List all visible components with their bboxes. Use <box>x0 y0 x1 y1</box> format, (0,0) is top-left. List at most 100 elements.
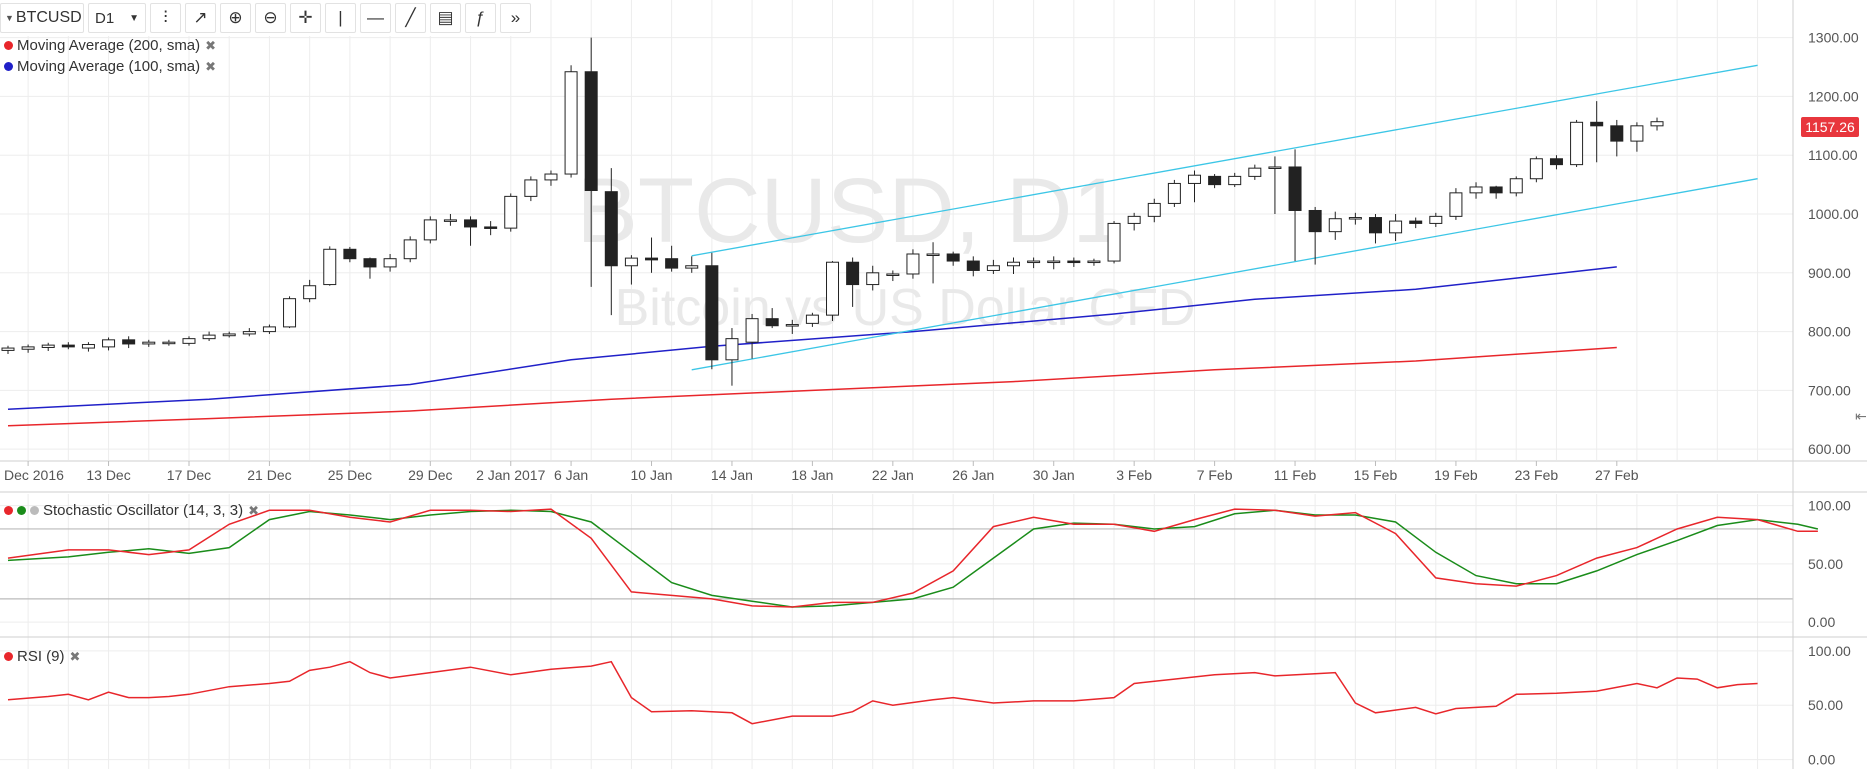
candle-body-up <box>1429 215 1443 224</box>
candle-body-up <box>564 71 578 175</box>
candle-body-down <box>484 226 498 229</box>
candle <box>765 308 779 329</box>
candle <box>363 257 377 279</box>
trend-line-icon[interactable]: ╱ <box>395 3 426 33</box>
candle-body-up <box>423 219 437 241</box>
candle-body-down <box>946 253 960 262</box>
rsi-close-icon[interactable]: ✖ <box>69 648 81 664</box>
legend-stochastic[interactable]: Stochastic Oscillator (14, 3, 3) ✖ <box>4 502 259 519</box>
candle-body-down <box>1368 217 1382 234</box>
candle <box>745 313 759 359</box>
vertical-line-icon[interactable]: | <box>325 3 356 33</box>
legend-ma100[interactable]: Moving Average (100, sma) ✖ <box>4 58 216 75</box>
more-tools-icon[interactable]: » <box>500 3 531 33</box>
candle-body-up <box>745 318 759 343</box>
legend-rsi[interactable]: RSI (9) ✖ <box>4 648 80 665</box>
ma200-color-dot <box>4 41 13 50</box>
bar-style-icon[interactable]: ⫶ <box>150 3 181 33</box>
ma200-close-icon[interactable]: ✖ <box>205 37 217 53</box>
price-tick-label: 600.00 <box>1808 441 1851 457</box>
symbol-caret-icon: ▼ <box>5 13 14 23</box>
time-tick-label: 10 Jan <box>630 467 672 483</box>
time-tick-label: 21 Dec <box>247 467 291 483</box>
candle-body-up <box>926 253 940 256</box>
candle-body-up <box>1509 178 1523 194</box>
candle <box>564 65 578 178</box>
candle <box>584 37 598 287</box>
candle-body-up <box>1007 261 1020 267</box>
candle-body-up <box>283 298 297 328</box>
candle-body-down <box>1549 158 1563 166</box>
zoom-out-icon[interactable]: ⊖ <box>255 3 286 33</box>
rsi-tick-label: 50.00 <box>1808 697 1843 713</box>
candle-body-up <box>1 347 15 351</box>
rsi-tick-label: 0.00 <box>1808 752 1835 768</box>
time-tick-label: 25 Dec <box>328 467 372 483</box>
rsi-tick-label: 100.00 <box>1808 643 1851 659</box>
candle <box>222 331 236 338</box>
candle-body-down <box>1308 209 1322 233</box>
candle <box>1610 119 1624 157</box>
candle <box>1549 155 1563 170</box>
candle-body-down <box>665 258 679 269</box>
candle-body-up <box>1027 260 1041 264</box>
stochastic-close-icon[interactable]: ✖ <box>248 502 259 518</box>
channel-upper-line <box>691 64 1758 257</box>
candle-body-up <box>1248 167 1262 177</box>
candle-body-up <box>685 265 699 269</box>
stoch-k-line <box>7 508 1818 608</box>
candle-body-down <box>122 339 136 345</box>
crosshair-icon[interactable]: ✛ <box>290 3 321 33</box>
candle <box>1047 256 1061 270</box>
time-tick-label: 15 Feb <box>1354 467 1398 483</box>
candle-body-up <box>41 344 55 348</box>
candle-body-up <box>1449 192 1463 217</box>
candle-body-up <box>544 173 558 181</box>
horizontal-line-icon[interactable]: — <box>360 3 391 33</box>
fib-channel-icon[interactable]: ▤ <box>430 3 461 33</box>
candle <box>1147 198 1161 223</box>
candle <box>484 221 498 236</box>
candle-body-down <box>464 219 478 228</box>
candle-body-up <box>805 314 819 324</box>
interval-select[interactable]: D1 ▼ <box>88 3 146 33</box>
candle-body-up <box>1167 182 1181 204</box>
candle-body-up <box>866 272 880 286</box>
candle <box>1570 119 1584 167</box>
candle <box>81 342 95 352</box>
ma100-close-icon[interactable]: ✖ <box>205 58 217 74</box>
candle <box>383 253 397 272</box>
candle <box>725 328 739 386</box>
time-tick-label: 18 Jan <box>791 467 833 483</box>
candle <box>403 236 417 263</box>
candle-body-up <box>1469 186 1483 194</box>
candle-body-up <box>1570 121 1584 166</box>
candle <box>142 339 156 347</box>
ma200-line <box>7 346 1617 427</box>
candle-body-up <box>1328 218 1342 233</box>
candle <box>866 265 880 291</box>
indicators-icon[interactable]: ↗ <box>185 3 216 33</box>
symbol-button[interactable]: ▼ BTCUSD <box>0 3 84 33</box>
time-tick-label: 6 Jan <box>554 467 588 483</box>
candle-body-down <box>61 344 75 348</box>
candle-body-up <box>906 253 920 275</box>
zoom-in-icon[interactable]: ⊕ <box>220 3 251 33</box>
candle <box>1368 214 1382 244</box>
candle <box>1187 170 1201 203</box>
candle <box>283 296 297 329</box>
rsi-color-dot <box>4 652 13 661</box>
time-tick-label: 2 Jan 2017 <box>476 467 545 483</box>
candle-body-up <box>182 338 196 344</box>
candle <box>464 216 478 246</box>
candle-body-up <box>1047 260 1061 264</box>
stoch-d-dot <box>17 506 26 515</box>
candle-body-down <box>1208 175 1222 186</box>
candle-body-up <box>1389 220 1403 234</box>
function-icon[interactable]: ƒ <box>465 3 496 33</box>
candle-body-up <box>21 346 35 350</box>
legend-ma200[interactable]: Moving Average (200, sma) ✖ <box>4 37 216 54</box>
scroll-to-end-icon: ⇤ <box>1855 409 1867 425</box>
candle <box>624 255 638 285</box>
time-tick-label: 22 Jan <box>872 467 914 483</box>
